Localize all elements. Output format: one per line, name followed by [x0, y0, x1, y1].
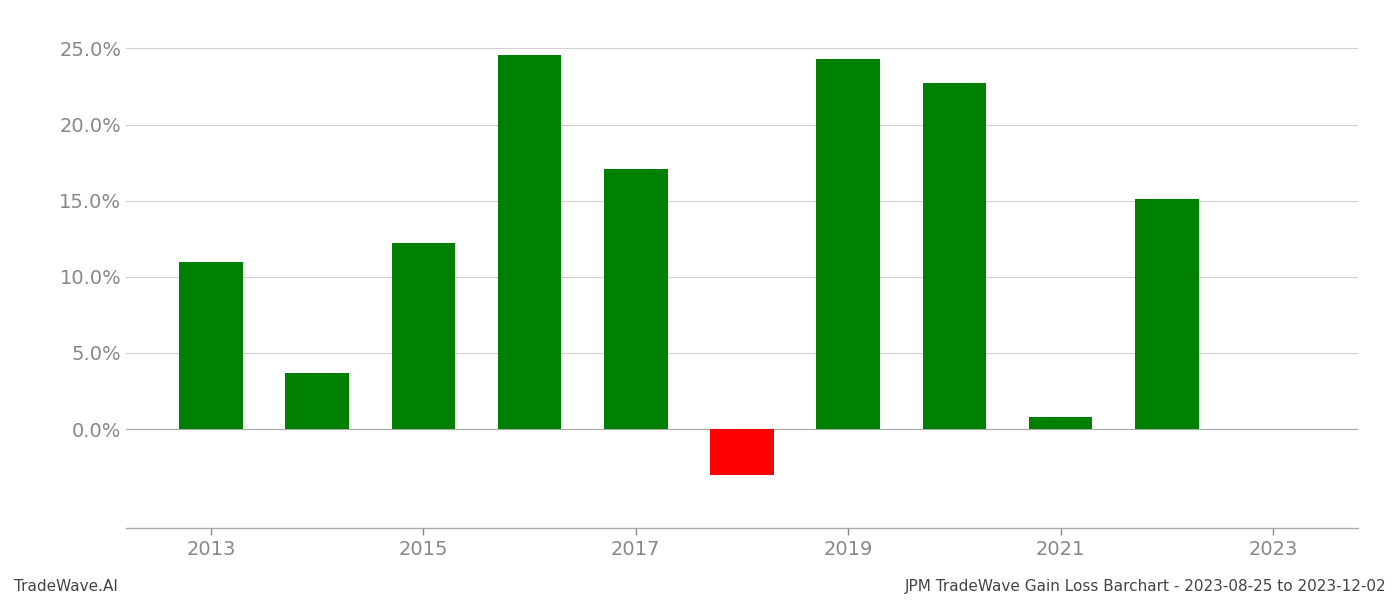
Bar	[392, 244, 455, 429]
Bar	[710, 429, 774, 475]
Bar	[816, 59, 881, 429]
Bar	[603, 169, 668, 429]
Text: JPM TradeWave Gain Loss Barchart - 2023-08-25 to 2023-12-02: JPM TradeWave Gain Loss Barchart - 2023-…	[904, 579, 1386, 594]
Bar	[1135, 199, 1198, 429]
Bar	[923, 83, 986, 429]
Bar	[1029, 417, 1092, 429]
Bar	[498, 55, 561, 429]
Text: TradeWave.AI: TradeWave.AI	[14, 579, 118, 594]
Bar	[286, 373, 349, 429]
Bar	[179, 262, 242, 429]
